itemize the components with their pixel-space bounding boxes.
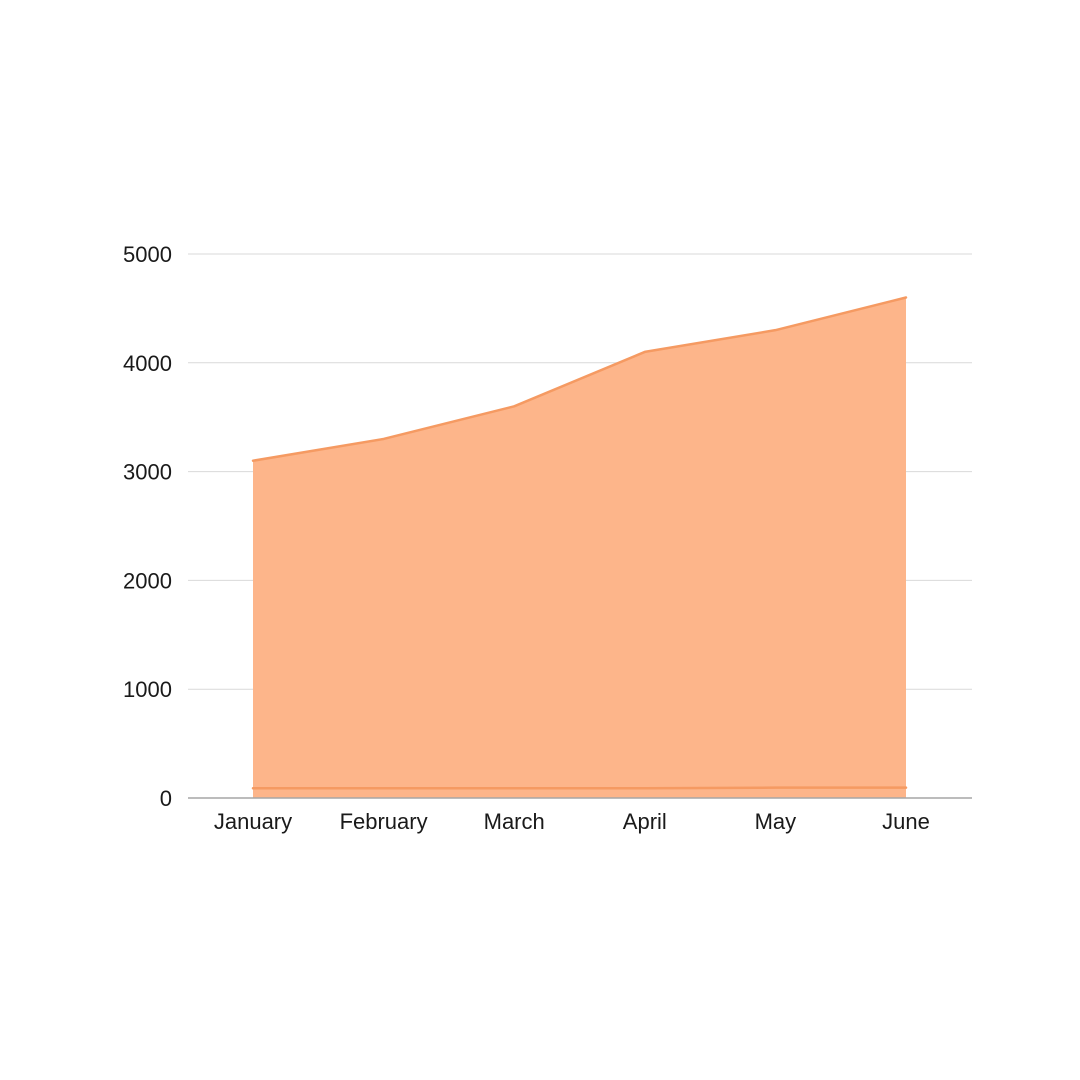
- x-tick-label-april: April: [623, 809, 667, 834]
- x-tick-label-may: May: [755, 809, 797, 834]
- y-tick-label: 1000: [123, 677, 172, 702]
- series-2-area: [253, 787, 906, 798]
- y-tick-label: 2000: [123, 568, 172, 593]
- series-2-line: [251, 786, 908, 790]
- x-tick-label-february: February: [340, 809, 428, 834]
- x-axis-tick-labels: January February March April May June: [214, 809, 930, 834]
- series-1-area: [253, 297, 906, 798]
- y-tick-label: 5000: [123, 242, 172, 267]
- y-tick-label: 3000: [123, 460, 172, 485]
- y-tick-label: 0: [160, 786, 172, 811]
- x-tick-label-january: January: [214, 809, 292, 834]
- area-series-layer: [251, 296, 908, 798]
- x-tick-label-march: March: [484, 809, 545, 834]
- x-tick-label-june: June: [882, 809, 930, 834]
- y-axis-tick-labels: 0 1000 2000 3000 4000 5000: [123, 242, 172, 811]
- series-1-line: [251, 296, 908, 462]
- y-tick-label: 4000: [123, 351, 172, 376]
